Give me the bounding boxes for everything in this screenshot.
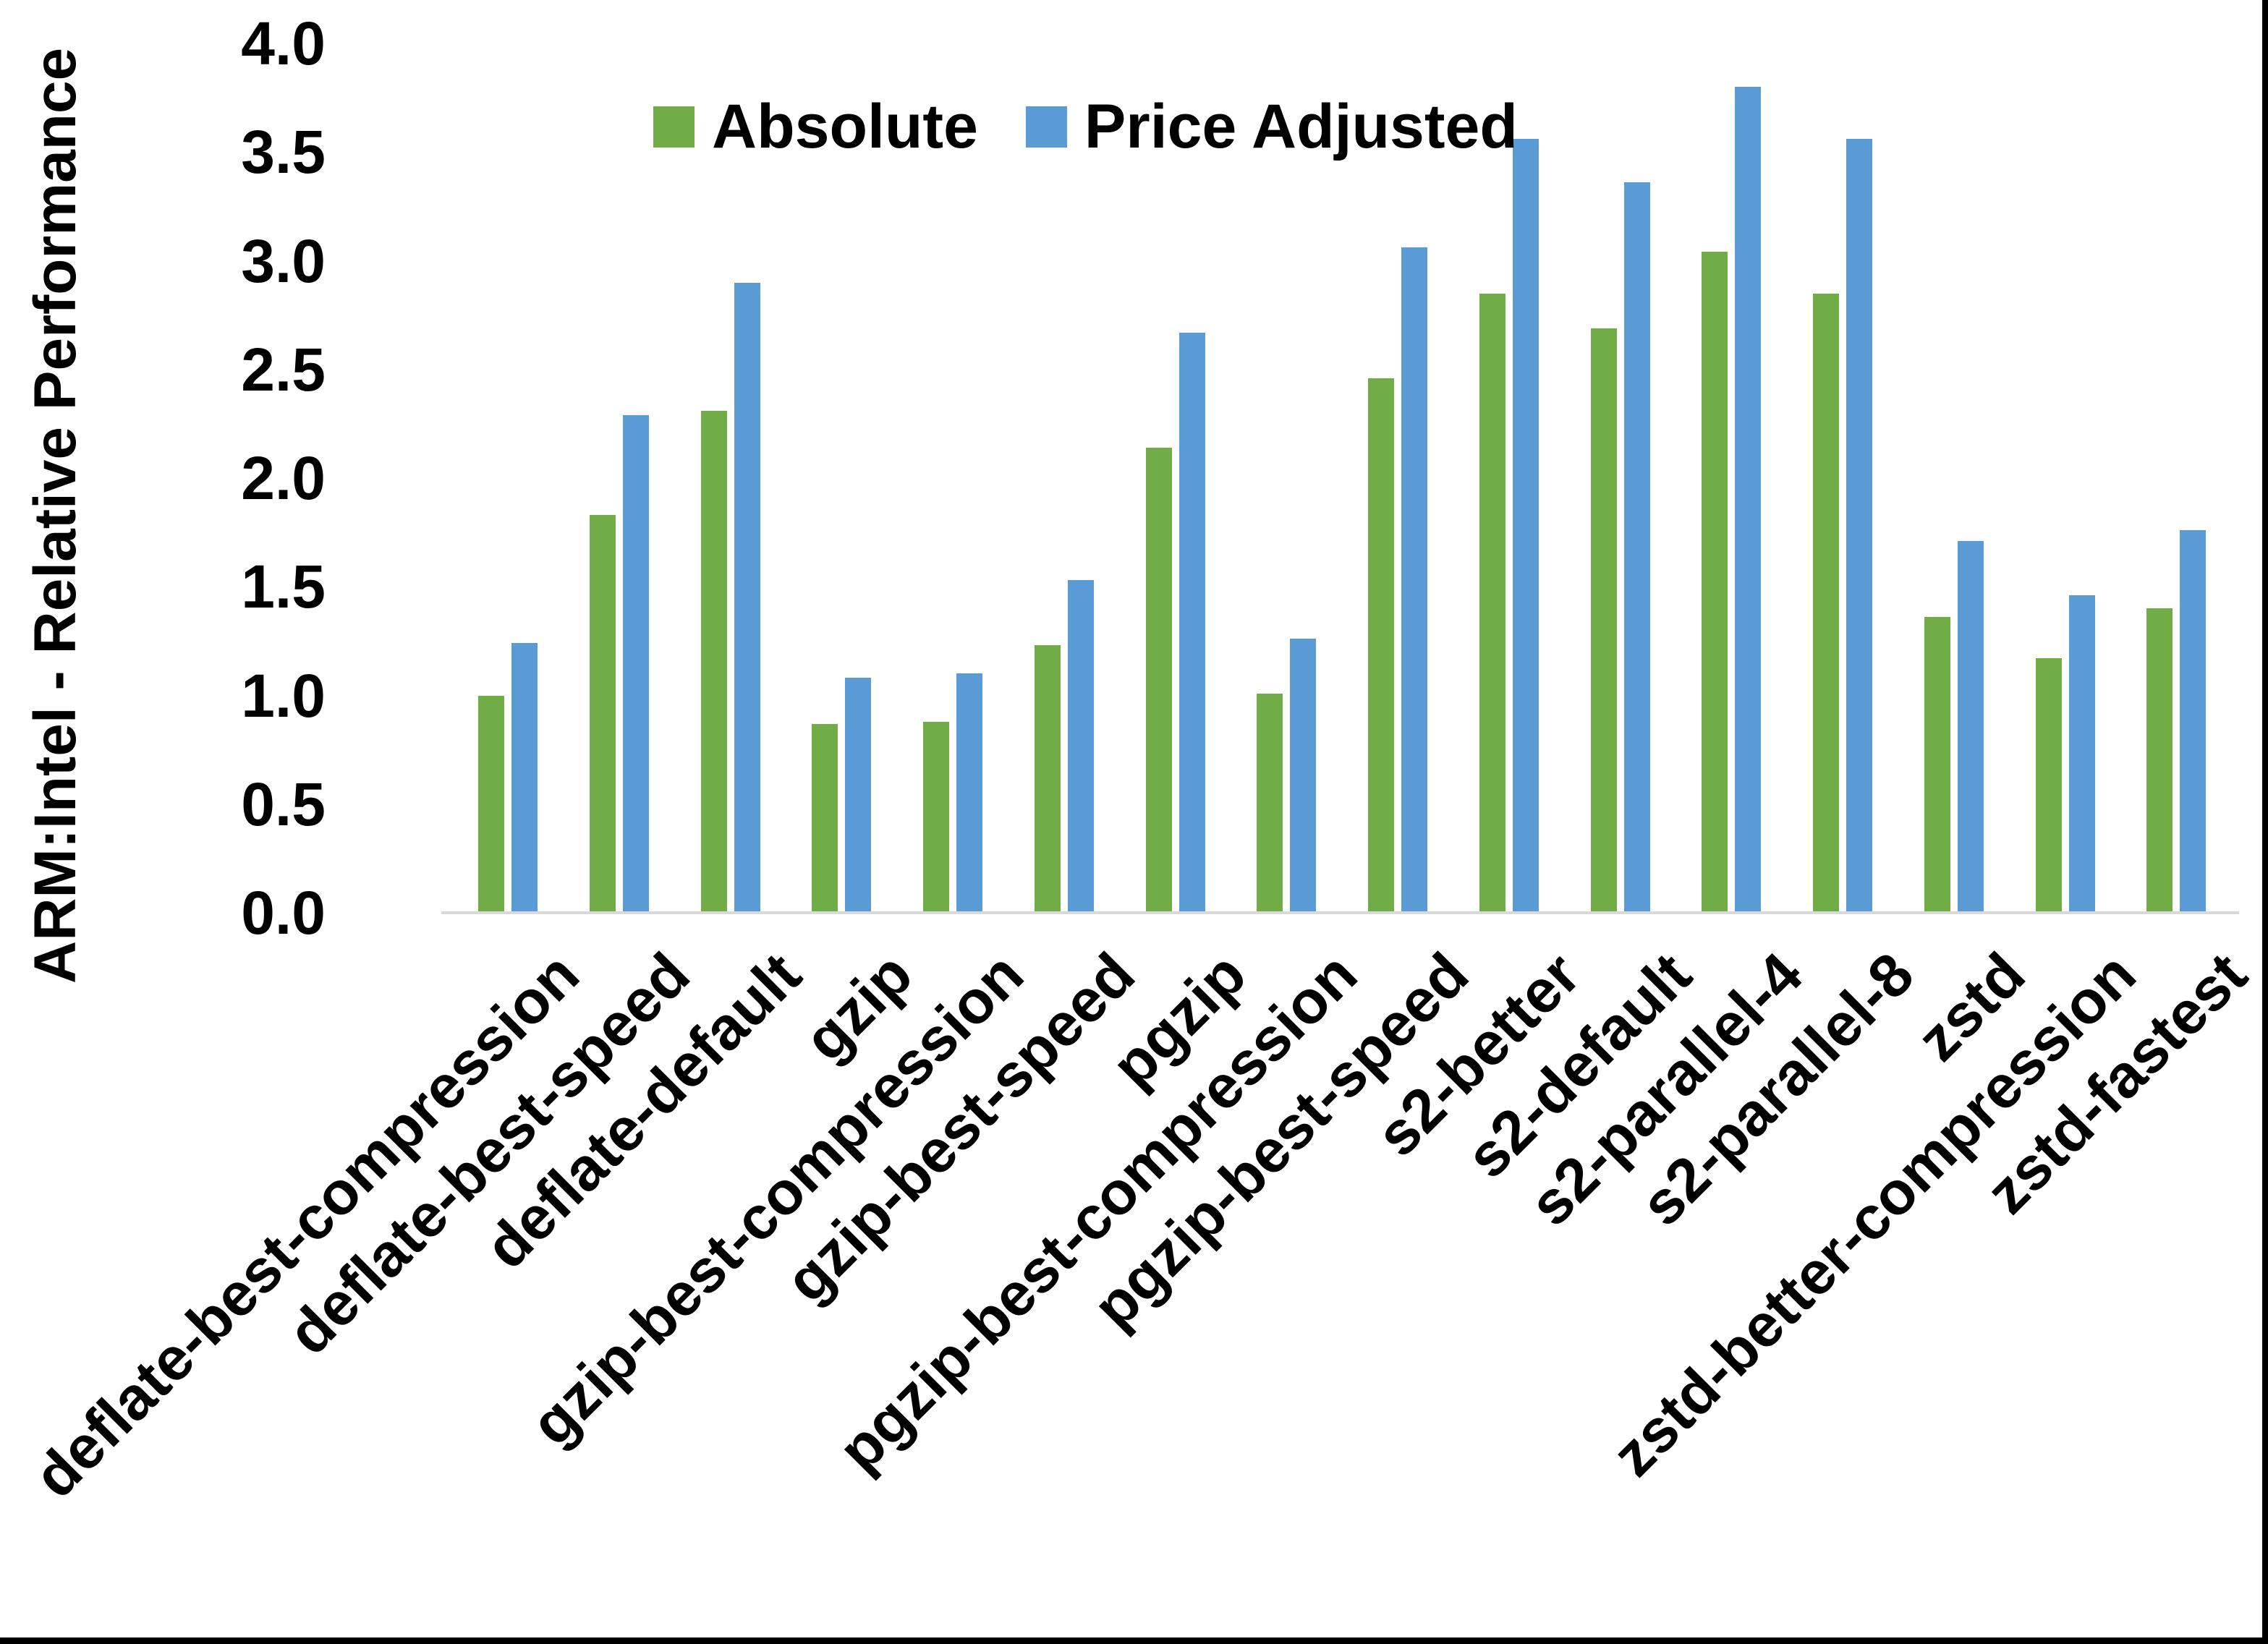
y-axis-tick-label: 4.0 — [241, 9, 326, 77]
bar-price-adjusted-s2-default — [1623, 182, 1650, 913]
bar-price-adjusted-gzip-best-compression — [956, 673, 982, 913]
y-axis-title: ARM:Intel - Relative Performance — [22, 47, 88, 984]
legend-label-absolute: Absolute — [712, 92, 978, 161]
legend-label-price-adjusted: Price Adjusted — [1084, 92, 1518, 161]
bar-group — [786, 43, 897, 913]
bar-price-adjusted-pgzip — [1178, 332, 1205, 913]
bar-group — [897, 43, 1008, 913]
bar-group — [1898, 43, 2010, 913]
y-axis-tick-label: 0.0 — [241, 879, 326, 947]
bar-group — [1787, 43, 1898, 913]
bar-absolute-pgzip-best-speed — [1368, 378, 1394, 913]
bar-price-adjusted-zstd-fastest — [2180, 530, 2207, 913]
screenshot-bottom-border — [0, 1637, 2268, 1644]
bar-group — [1008, 43, 1120, 913]
y-axis-tick-label: 1.5 — [241, 553, 326, 621]
bar-price-adjusted-deflate-default — [734, 282, 760, 913]
bar-price-adjusted-deflate-best-speed — [622, 414, 649, 913]
bar-price-adjusted-zstd — [1957, 541, 1984, 913]
bar-absolute-s2-default — [1590, 328, 1617, 913]
y-axis-tick-label: 2.5 — [241, 335, 326, 404]
bar-absolute-pgzip-best-compression — [1257, 693, 1283, 913]
bar-group — [1453, 43, 1565, 913]
bar-absolute-s2-better — [1479, 293, 1505, 913]
bar-absolute-zstd-better-compression — [2035, 658, 2062, 913]
legend-swatch-absolute — [653, 106, 695, 148]
bar-absolute-gzip — [812, 723, 838, 913]
bar-group — [1120, 43, 1231, 913]
bar-absolute-zstd — [1924, 617, 1950, 913]
bar-price-adjusted-gzip-best-speed — [1067, 580, 1094, 913]
bar-group — [2120, 43, 2232, 913]
bar-group — [675, 43, 786, 913]
plot-area — [441, 43, 2239, 914]
bar-group — [564, 43, 675, 913]
bar-group — [1231, 43, 1342, 913]
bar-price-adjusted-s2-better — [1512, 139, 1539, 913]
bar-absolute-deflate-best-compression — [478, 695, 504, 913]
bar-price-adjusted-gzip — [845, 678, 872, 913]
bar-absolute-gzip-best-compression — [923, 721, 949, 913]
bar-group — [452, 43, 564, 913]
bar-price-adjusted-s2-parallel-8 — [1846, 139, 1872, 913]
legend-swatch-price-adjusted — [1025, 106, 1067, 148]
bar-price-adjusted-deflate-best-compression — [511, 643, 538, 913]
legend-item-absolute: Absolute — [653, 95, 978, 158]
bar-groups — [452, 43, 2232, 913]
bar-group — [1342, 43, 1453, 913]
y-axis-tick-label: 0.5 — [241, 770, 326, 838]
bar-absolute-zstd-fastest — [2146, 608, 2173, 913]
bar-group — [1565, 43, 1676, 913]
bar-absolute-s2-parallel-8 — [1813, 293, 1839, 913]
bar-absolute-deflate-best-speed — [589, 515, 616, 913]
bar-absolute-gzip-best-speed — [1034, 645, 1061, 913]
bar-price-adjusted-zstd-better-compression — [2068, 595, 2095, 913]
bar-group — [2010, 43, 2121, 913]
screenshot-right-border — [2262, 0, 2268, 1644]
bar-price-adjusted-s2-parallel-4 — [1735, 87, 1762, 913]
bar-absolute-pgzip — [1145, 447, 1172, 913]
bar-price-adjusted-pgzip-best-speed — [1401, 247, 1427, 913]
x-axis-line — [441, 911, 2239, 914]
bar-group — [1675, 43, 1787, 913]
y-axis-tick-label: 1.0 — [241, 661, 326, 730]
y-axis-tick-label: 3.5 — [241, 118, 326, 187]
legend: Absolute Price Adjusted — [653, 95, 1518, 158]
x-axis-category-labels: deflate-best-compression deflate-best-spe… — [20, 940, 2260, 1636]
bar-absolute-deflate-default — [700, 410, 727, 913]
legend-item-price-adjusted: Price Adjusted — [1025, 92, 1518, 161]
y-axis-tick-label: 2.0 — [241, 444, 326, 512]
bar-absolute-s2-parallel-4 — [1702, 252, 1728, 913]
y-axis-tick-label: 3.0 — [241, 226, 326, 295]
bar-price-adjusted-pgzip-best-compression — [1290, 639, 1317, 913]
